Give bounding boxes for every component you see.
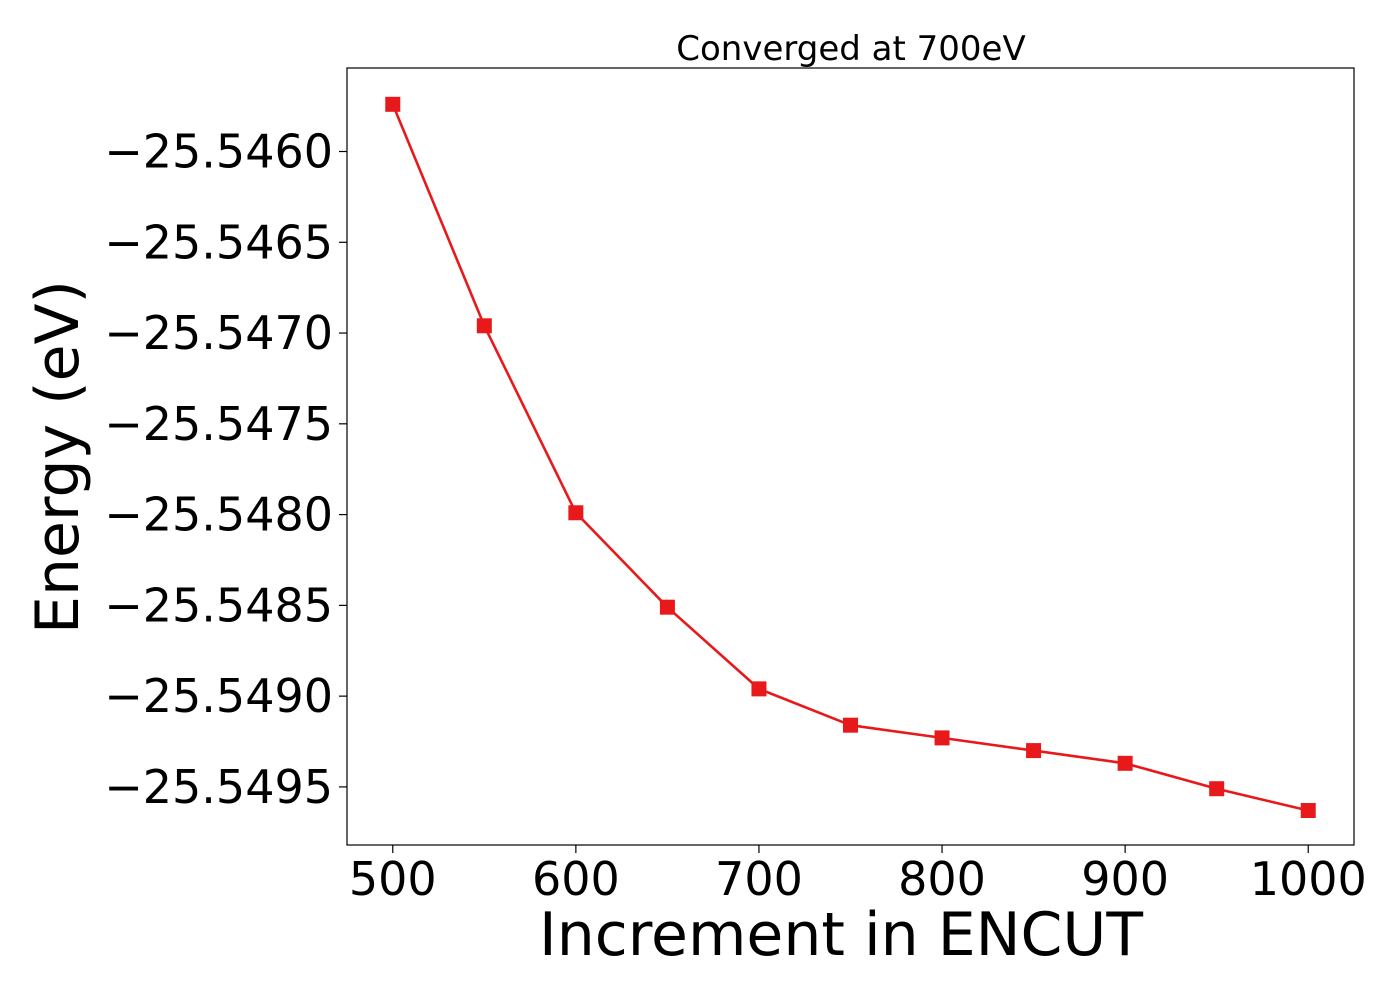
data-point — [385, 96, 401, 112]
data-point — [1117, 755, 1133, 771]
y-tick-label: −25.5480 — [104, 488, 333, 542]
x-tick-label: 900 — [1081, 852, 1169, 906]
series-layer — [385, 96, 1316, 819]
x-axis-label: Increment in ENCUT — [539, 900, 1143, 970]
x-tick-label: 1000 — [1250, 852, 1367, 906]
data-point — [476, 318, 492, 334]
data-point — [751, 681, 767, 697]
y-axis-label: Energy (eV) — [23, 280, 93, 634]
x-tick-label: 600 — [532, 852, 620, 906]
x-axis-ticks: 500 600 700 800 900 1000 — [349, 845, 1367, 906]
y-tick-label: −25.5475 — [104, 397, 333, 451]
y-tick-label: −25.5495 — [104, 760, 333, 814]
x-tick-label: 800 — [898, 852, 986, 906]
y-tick-label: −25.5490 — [104, 669, 333, 723]
y-tick-label: −25.5485 — [104, 578, 333, 632]
data-point — [934, 730, 950, 746]
x-tick-label: 700 — [715, 852, 803, 906]
data-point — [1300, 803, 1316, 819]
y-tick-label: −25.5465 — [104, 215, 333, 269]
y-axis-ticks: −25.5460 −25.5465 −25.5470 −25.5475 −25.5480… — [104, 125, 347, 814]
data-point — [843, 717, 858, 733]
data-point — [568, 505, 584, 521]
y-tick-label: −25.5470 — [104, 306, 333, 360]
data-point — [659, 599, 675, 615]
data-point — [1026, 743, 1042, 759]
plot-frame — [346, 67, 1355, 846]
data-point — [1209, 781, 1225, 797]
x-tick-label: 500 — [349, 852, 437, 906]
y-tick-label: −25.5460 — [104, 125, 333, 179]
chart-title: Converged at 700eV — [676, 29, 1025, 69]
series-line — [391, 103, 1309, 812]
